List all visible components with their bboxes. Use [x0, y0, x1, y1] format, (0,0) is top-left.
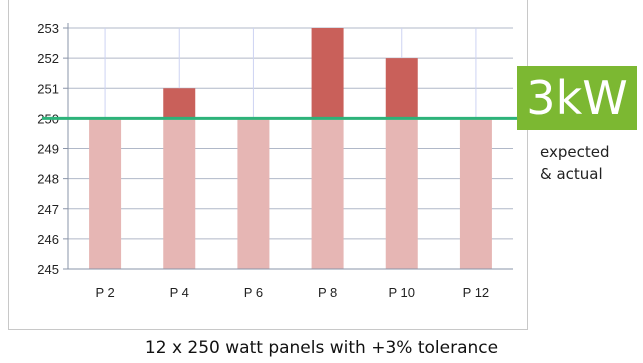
bar-P10-expected: [385, 118, 418, 269]
capacity-badge: 3kW: [517, 66, 637, 130]
bar-P6-expected: [237, 118, 270, 269]
y-tick-label-245: 245: [37, 262, 59, 277]
bar-P10-actual: [385, 58, 418, 119]
bar-P8-expected: [311, 118, 344, 269]
y-tick-label-247: 247: [37, 202, 59, 217]
bar-P4-actual: [163, 88, 196, 119]
chart-caption: 12 x 250 watt panels with +3% tolerance: [144, 338, 499, 358]
y-tick-label-251: 251: [37, 81, 59, 96]
y-tick-label-248: 248: [37, 172, 59, 187]
bar-P8-actual: [311, 28, 344, 119]
x-tick-label-5: P 10: [388, 285, 415, 300]
x-tick-label-6: P 12: [463, 285, 490, 300]
bar-P2-expected: [89, 118, 122, 269]
y-tick-label-252: 252: [37, 51, 59, 66]
legend-expected-label: expected: [540, 143, 610, 161]
bar-P4-expected: [163, 118, 196, 269]
y-tick-label-249: 249: [37, 142, 59, 157]
bar-P12-expected: [459, 118, 492, 269]
y-tick-label-246: 246: [37, 232, 59, 247]
legend-actual-label: & actual: [540, 165, 603, 183]
x-tick-label-1: P 2: [95, 285, 114, 300]
x-tick-label-2: P 4: [170, 285, 189, 300]
x-tick-label-4: P 8: [318, 285, 337, 300]
y-tick-label-253: 253: [37, 21, 59, 36]
x-tick-label-3: P 6: [244, 285, 263, 300]
